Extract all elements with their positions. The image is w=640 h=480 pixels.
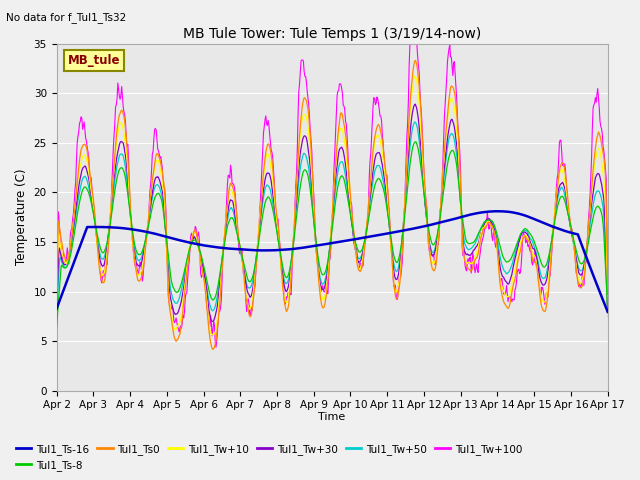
- Tul1_Tw+100: [400, 221, 408, 227]
- Line: Tul1_Ts0: Tul1_Ts0: [56, 60, 608, 349]
- Tul1_Tw+30: [63, 261, 70, 266]
- Tul1_Ts-16: [399, 228, 407, 234]
- Tul1_Tw+100: [120, 104, 127, 110]
- Tul1_Ts-8: [399, 228, 407, 234]
- Tul1_Tw+10: [417, 124, 424, 130]
- Tul1_Tw+100: [63, 255, 70, 261]
- Tul1_Ts0: [52, 312, 60, 317]
- Tul1_Tw+100: [604, 294, 612, 300]
- Tul1_Tw+30: [175, 306, 183, 312]
- Tul1_Ts-8: [204, 285, 212, 290]
- Y-axis label: Temperature (C): Temperature (C): [15, 169, 28, 265]
- Tul1_Tw+10: [604, 313, 612, 319]
- Tul1_Ts0: [400, 222, 408, 228]
- Tul1_Tw+50: [204, 294, 212, 300]
- Legend: Tul1_Ts-16, Tul1_Ts-8, Tul1_Ts0, Tul1_Tw+10, Tul1_Tw+30, Tul1_Tw+50, Tul1_Tw+100: Tul1_Ts-16, Tul1_Ts-8, Tul1_Ts0, Tul1_Tw…: [12, 439, 526, 475]
- Tul1_Ts-16: [63, 279, 70, 285]
- Tul1_Tw+50: [52, 314, 60, 320]
- Tul1_Tw+10: [204, 314, 212, 320]
- Tul1_Ts0: [120, 111, 127, 117]
- Title: MB Tule Tower: Tule Temps 1 (3/19/14-now): MB Tule Tower: Tule Temps 1 (3/19/14-now…: [183, 27, 481, 41]
- Line: Tul1_Tw+30: Tul1_Tw+30: [56, 104, 608, 321]
- Tul1_Tw+30: [604, 313, 612, 319]
- Tul1_Ts-8: [52, 324, 60, 330]
- Tul1_Tw+100: [204, 307, 212, 312]
- Line: Tul1_Ts-16: Tul1_Ts-16: [56, 211, 608, 312]
- Tul1_Tw+50: [175, 296, 183, 301]
- Tul1_Tw+30: [400, 216, 408, 222]
- Tul1_Tw+30: [120, 140, 127, 146]
- Tul1_Tw+30: [209, 318, 217, 324]
- Tul1_Ts-16: [415, 225, 423, 230]
- Tul1_Tw+30: [417, 142, 424, 147]
- Tul1_Tw+100: [417, 102, 424, 108]
- Tul1_Tw+10: [63, 261, 70, 267]
- Tul1_Ts-16: [52, 306, 60, 312]
- Tul1_Ts-16: [204, 243, 212, 249]
- Tul1_Ts0: [175, 333, 183, 338]
- Tul1_Ts0: [604, 291, 612, 297]
- Tul1_Tw+10: [52, 296, 60, 301]
- Tul1_Tw+50: [416, 144, 424, 150]
- Tul1_Tw+30: [412, 101, 419, 107]
- Tul1_Tw+10: [411, 73, 419, 79]
- Tul1_Ts0: [63, 258, 70, 264]
- Tul1_Tw+100: [212, 344, 220, 350]
- Tul1_Tw+50: [120, 153, 127, 159]
- Tul1_Tw+10: [400, 214, 408, 220]
- Tul1_Ts0: [209, 347, 217, 352]
- Tul1_Ts-8: [175, 287, 183, 292]
- Tul1_Ts-8: [63, 264, 70, 270]
- Tul1_Tw+50: [604, 312, 612, 318]
- Tul1_Ts-16: [175, 237, 183, 243]
- Tul1_Tw+50: [63, 264, 70, 269]
- Tul1_Tw+100: [175, 329, 183, 335]
- Tul1_Tw+10: [120, 126, 127, 132]
- Tul1_Tw+10: [209, 332, 217, 338]
- Line: Tul1_Tw+10: Tul1_Tw+10: [56, 76, 608, 335]
- Tul1_Tw+100: [52, 325, 60, 331]
- Tul1_Ts0: [412, 58, 419, 63]
- Tul1_Ts-8: [604, 307, 612, 312]
- Tul1_Tw+50: [411, 119, 419, 125]
- Line: Tul1_Tw+100: Tul1_Tw+100: [56, 44, 608, 347]
- Tul1_Ts-8: [416, 156, 424, 162]
- Line: Tul1_Tw+50: Tul1_Tw+50: [56, 122, 608, 317]
- Line: Tul1_Ts-8: Tul1_Ts-8: [56, 142, 608, 327]
- Tul1_Tw+30: [204, 302, 212, 308]
- Tul1_Ts0: [417, 104, 424, 110]
- Tul1_Tw+30: [52, 307, 60, 312]
- Tul1_Ts-8: [412, 139, 419, 144]
- Tul1_Ts0: [204, 321, 212, 326]
- Tul1_Tw+10: [175, 321, 183, 326]
- Text: No data for f_Tul1_Ts32: No data for f_Tul1_Ts32: [6, 12, 127, 23]
- X-axis label: Time: Time: [319, 412, 346, 422]
- Text: MB_tule: MB_tule: [68, 54, 120, 67]
- Tul1_Ts-16: [493, 208, 501, 214]
- Tul1_Tw+100: [407, 41, 415, 47]
- Tul1_Tw+50: [399, 226, 407, 232]
- Tul1_Ts-16: [604, 309, 612, 315]
- Tul1_Ts-16: [120, 225, 127, 231]
- Tul1_Ts-8: [120, 167, 127, 173]
